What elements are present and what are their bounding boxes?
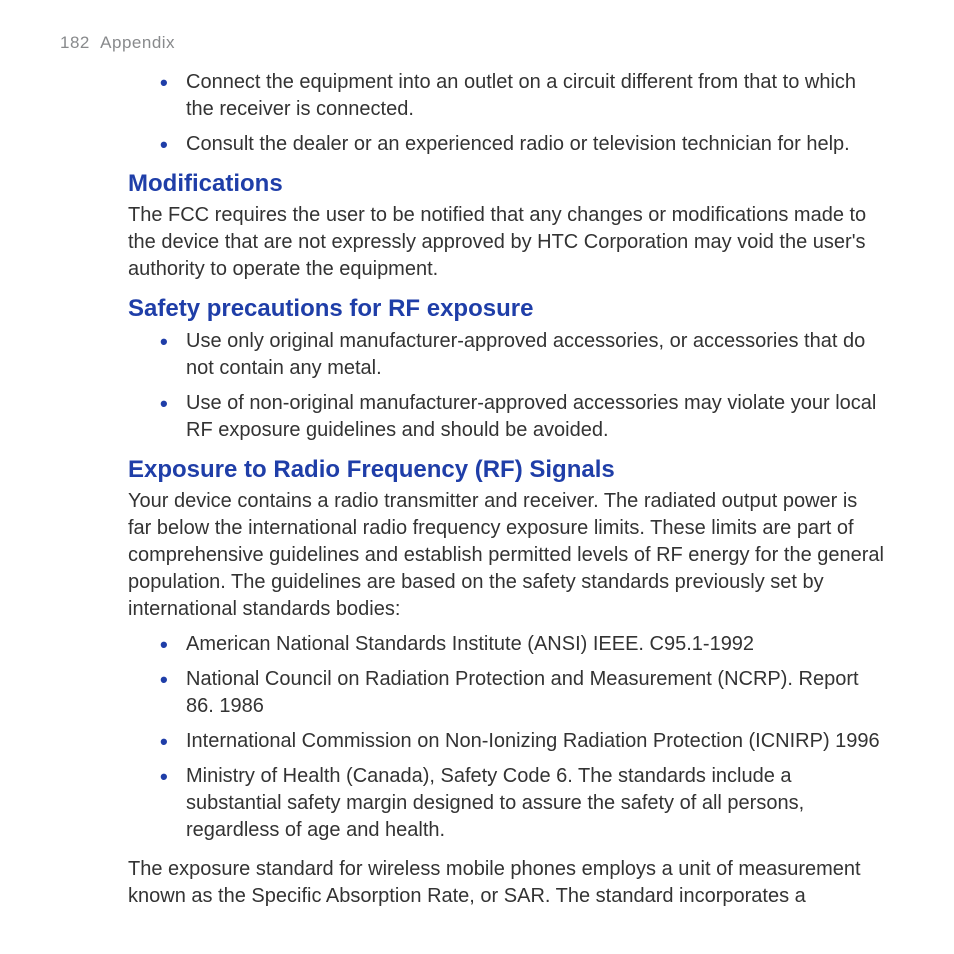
heading-exposure: Exposure to Radio Frequency (RF) Signals	[128, 454, 884, 486]
page-header: 182 Appendix	[60, 32, 894, 55]
page-number: 182	[60, 33, 90, 52]
list-item: National Council on Radiation Protection…	[186, 666, 884, 720]
exposure-bullet-list: American National Standards Institute (A…	[128, 631, 884, 844]
section-modifications: Modifications The FCC requires the user …	[128, 168, 884, 283]
list-item: Use of non-original manufacturer-approve…	[186, 390, 884, 444]
section-exposure: Exposure to Radio Frequency (RF) Signals…	[128, 454, 884, 910]
list-item: Consult the dealer or an experienced rad…	[186, 131, 884, 158]
heading-modifications: Modifications	[128, 168, 884, 200]
page-content: Connect the equipment into an outlet on …	[60, 69, 894, 910]
intro-bullet-list: Connect the equipment into an outlet on …	[128, 69, 884, 158]
list-item: International Commission on Non-Ionizing…	[186, 728, 884, 755]
body-text: The FCC requires the user to be notified…	[128, 202, 884, 283]
list-item: Use only original manufacturer-approved …	[186, 328, 884, 382]
safety-bullet-list: Use only original manufacturer-approved …	[128, 328, 884, 444]
page-section-name: Appendix	[100, 33, 175, 52]
section-safety: Safety precautions for RF exposure Use o…	[128, 293, 884, 443]
heading-safety: Safety precautions for RF exposure	[128, 293, 884, 325]
list-item: Ministry of Health (Canada), Safety Code…	[186, 763, 884, 844]
body-text: Your device contains a radio transmitter…	[128, 488, 884, 623]
body-text: The exposure standard for wireless mobil…	[128, 856, 884, 910]
list-item: American National Standards Institute (A…	[186, 631, 884, 658]
list-item: Connect the equipment into an outlet on …	[186, 69, 884, 123]
